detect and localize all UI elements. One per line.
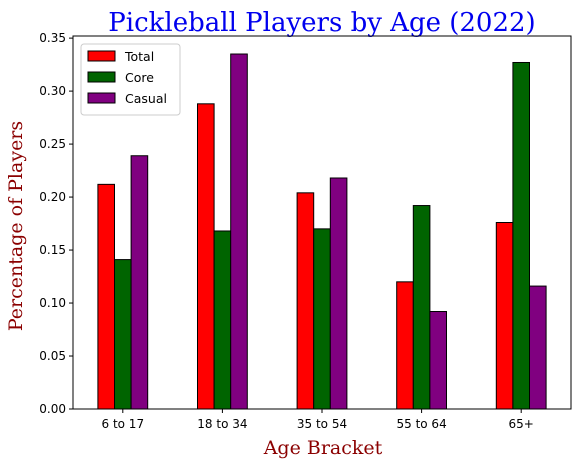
- y-tick-label: 0.15: [39, 243, 66, 257]
- y-axis-label: Percentage of Players: [5, 121, 27, 331]
- bar-core-4: [412, 205, 431, 410]
- legend-label-casual: Casual: [125, 91, 167, 106]
- y-tick-label: 0.35: [39, 31, 66, 45]
- y-tick-label: 0.25: [39, 137, 66, 151]
- bar-casual-2: [230, 53, 248, 410]
- bars-layer: [97, 53, 547, 410]
- x-axis-label: Age Bracket: [263, 437, 383, 459]
- x-axis-ticks: 6 to 17 18 to 34 35 to 54 55 to 64 65+: [102, 409, 534, 431]
- bar-core-3: [313, 228, 331, 410]
- plot-frame: [72, 35, 572, 410]
- bar-casual-3: [329, 177, 348, 410]
- x-tick-label: 65+: [509, 417, 534, 431]
- y-tick-label: 0.00: [39, 402, 66, 416]
- chart-title: Pickleball Players by Age (2022): [108, 8, 535, 38]
- bar-casual-4: [429, 311, 447, 410]
- legend-swatch-total: [87, 50, 116, 62]
- x-tick-label: 35 to 54: [297, 417, 347, 431]
- y-tick-label: 0.30: [39, 84, 66, 98]
- legend-label-core: Core: [125, 70, 154, 85]
- legend: Total Core Casual: [80, 43, 181, 116]
- legend-label-total: Total: [124, 49, 154, 64]
- bar-core-5: [512, 61, 531, 410]
- bar-total-2: [197, 103, 215, 410]
- bar-total-3: [296, 192, 315, 410]
- legend-swatch-core: [87, 71, 116, 83]
- bar-casual-5: [529, 285, 547, 410]
- x-tick-label: 55 to 64: [396, 417, 446, 431]
- bar-core-2: [213, 230, 232, 410]
- y-tick-label: 0.05: [39, 349, 66, 363]
- bar-casual-1: [130, 155, 149, 410]
- bar-total-4: [396, 281, 414, 410]
- bar-core-1: [114, 259, 132, 410]
- legend-swatch-casual: [87, 92, 116, 104]
- x-tick-label: 18 to 34: [197, 417, 247, 431]
- y-tick-label: 0.10: [39, 296, 66, 310]
- bar-total-5: [495, 222, 514, 410]
- y-tick-label: 0.20: [39, 190, 66, 204]
- bar-total-1: [97, 183, 116, 410]
- x-tick-label: 6 to 17: [102, 417, 145, 431]
- y-axis-ticks: 0.00 0.05 0.10 0.15 0.20 0.25 0.30 0.35: [39, 31, 73, 416]
